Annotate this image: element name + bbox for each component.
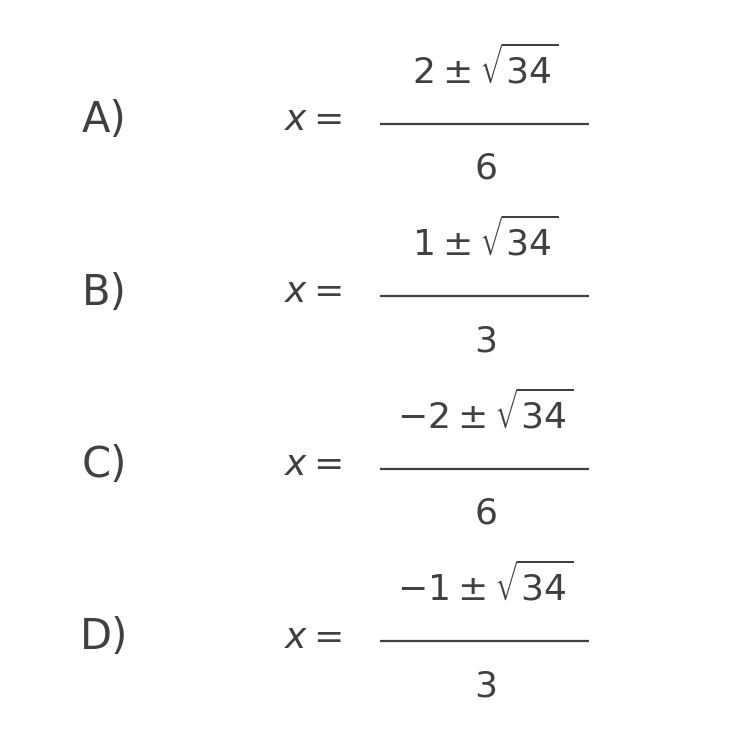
Text: $1\pm\sqrt{34}$: $1\pm\sqrt{34}$ [412, 217, 558, 262]
Text: $2\pm\sqrt{34}$: $2\pm\sqrt{34}$ [412, 45, 558, 90]
Text: $-1\pm\sqrt{34}$: $-1\pm\sqrt{34}$ [397, 562, 573, 608]
Text: $6$: $6$ [474, 152, 496, 186]
Text: $6$: $6$ [474, 496, 496, 531]
Text: $3$: $3$ [474, 324, 496, 358]
Text: $x =$: $x =$ [284, 620, 342, 655]
Text: $3$: $3$ [474, 669, 496, 704]
Text: $-2\pm\sqrt{34}$: $-2\pm\sqrt{34}$ [397, 390, 573, 435]
Text: $x =$: $x =$ [284, 275, 342, 310]
Text: D): D) [81, 616, 128, 658]
Text: C): C) [82, 444, 127, 486]
Text: A): A) [82, 99, 127, 141]
Text: $x =$: $x =$ [284, 103, 342, 137]
Text: B): B) [82, 272, 127, 314]
Text: $x =$: $x =$ [284, 448, 342, 482]
